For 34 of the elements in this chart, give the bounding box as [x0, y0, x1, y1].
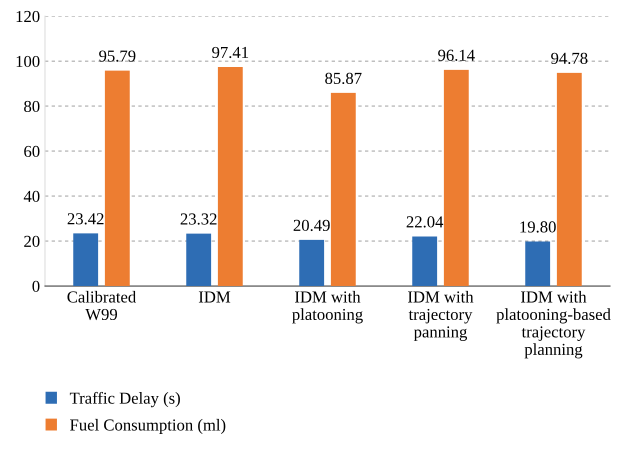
- y-tick-label: 0: [32, 280, 40, 292]
- bar: [444, 70, 469, 286]
- x-tick-label: IDM with platooning-based trajectory planning: [496, 290, 611, 358]
- y-tick-label: 60: [24, 146, 40, 158]
- y-tick-label: 80: [24, 100, 40, 112]
- bar: [556, 72, 582, 286]
- legend-label: Traffic Delay (s): [70, 392, 180, 408]
- y-tick-label: 40: [24, 190, 40, 202]
- data-label: 23.42: [68, 213, 104, 224]
- data-label: 23.32: [180, 213, 217, 225]
- x-tick-label: IDM with platooning: [292, 290, 363, 324]
- data-label: 95.79: [99, 50, 136, 62]
- x-tick-label: Calibrated W99: [67, 290, 136, 320]
- y-tick-label: 20: [24, 236, 40, 247]
- bar: [525, 241, 550, 286]
- data-label: 20.49: [294, 220, 330, 232]
- x-tick-label: IDM with trajectory panning: [408, 290, 474, 341]
- legend-label: Fuel Consumption (ml): [70, 418, 226, 434]
- bar: [218, 66, 243, 286]
- data-label: 19.80: [520, 221, 556, 233]
- data-label: 97.41: [212, 46, 248, 58]
- bar: [104, 70, 130, 286]
- bar: [186, 234, 212, 286]
- y-tick-label: 100: [16, 56, 40, 68]
- data-label: 96.14: [438, 50, 475, 61]
- bar: [412, 236, 438, 286]
- bar: [330, 92, 356, 286]
- y-tick-label: 120: [16, 10, 40, 22]
- data-label: 85.87: [325, 72, 362, 84]
- bar: [299, 240, 324, 286]
- data-label: 22.04: [406, 216, 444, 228]
- bar: [73, 233, 98, 286]
- data-label: 94.78: [551, 52, 588, 64]
- x-tick-label: IDM: [198, 292, 230, 302]
